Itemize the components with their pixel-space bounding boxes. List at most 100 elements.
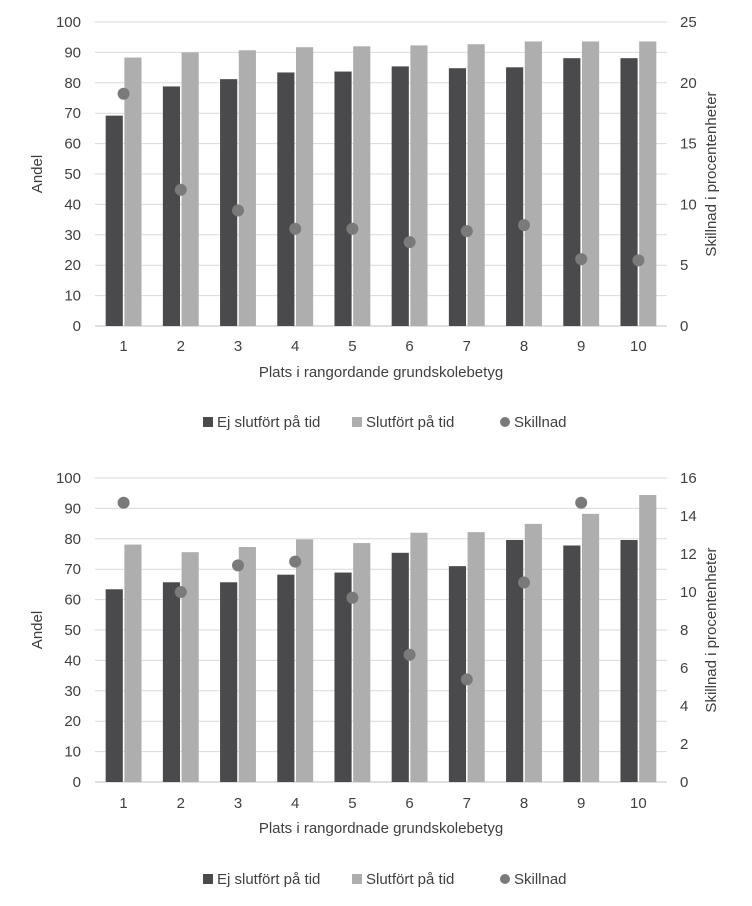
legend-item: Ej slutfört på tid xyxy=(203,871,320,888)
bar-slutfort xyxy=(238,50,256,326)
y2-tick-label: 0 xyxy=(680,774,688,791)
marker-skillnad xyxy=(575,253,588,266)
y2-tick-label: 25 xyxy=(680,14,697,31)
x-tick-label: 5 xyxy=(348,795,356,812)
y2-axis-title: Skillnad i procentenheter xyxy=(703,547,720,712)
bar-slutfort xyxy=(410,45,428,327)
bar-ej-slutfort xyxy=(277,72,295,327)
y-tick-label: 30 xyxy=(64,227,81,244)
y-tick-label: 70 xyxy=(64,105,81,122)
legend-swatch-ej-slutfort xyxy=(203,874,213,884)
bar-ej-slutfort xyxy=(506,67,524,327)
x-tick-label: 4 xyxy=(291,795,299,812)
y-tick-label: 50 xyxy=(64,166,81,183)
bar-slutfort xyxy=(639,495,657,782)
y-axis-title: Andel xyxy=(29,611,46,649)
y-tick-label: 40 xyxy=(64,196,81,213)
y-tick-label: 70 xyxy=(64,561,81,578)
bar-slutfort xyxy=(124,57,142,327)
y2-tick-label: 12 xyxy=(680,546,697,563)
legend-label: Skillnad xyxy=(514,871,567,888)
y-tick-label: 90 xyxy=(64,500,81,517)
bar-ej-slutfort xyxy=(506,540,524,782)
marker-skillnad xyxy=(346,591,359,604)
gridlines xyxy=(95,21,667,327)
x-tick-label: 9 xyxy=(577,795,585,812)
bar-ej-slutfort xyxy=(448,68,467,326)
x-tick-label: 3 xyxy=(234,338,242,355)
y2-axis-title: Skillnad i procentenheter xyxy=(703,91,720,256)
y-tick-label: 60 xyxy=(64,592,81,609)
x-tick-label: 6 xyxy=(405,795,413,812)
legend-marker-skillnad xyxy=(500,874,510,884)
legend-label: Ej slutfört på tid xyxy=(217,414,320,431)
marker-skillnad xyxy=(289,222,302,235)
chart-1: 0 10 20 30 40 50 60 70 80 90 100 0 5 10 15 20 25 1 2 3 4 5 6 7 8… xyxy=(29,14,720,431)
marker-skillnad xyxy=(403,236,416,249)
y2-tick-label: 2 xyxy=(680,736,688,753)
bar-ej-slutfort xyxy=(277,574,295,782)
bar-slutfort xyxy=(524,523,542,782)
bar-ej-slutfort xyxy=(563,545,581,782)
y2-tick-label: 0 xyxy=(680,318,688,335)
bar-slutfort xyxy=(467,532,485,782)
legend-label: Slutfört på tid xyxy=(366,871,454,888)
legend-swatch-slutfort xyxy=(352,874,362,884)
x-tick-label: 10 xyxy=(630,338,647,355)
y2-tick-label: 8 xyxy=(680,622,688,639)
bar-ej-slutfort xyxy=(105,115,123,327)
legend-item: Slutfört på tid xyxy=(352,871,454,888)
x-axis-title: Plats i rangordande grundskolebetyg xyxy=(259,364,503,381)
legend-label: Ej slutfört på tid xyxy=(217,871,320,888)
x-tick-label: 6 xyxy=(405,338,413,355)
bar-slutfort xyxy=(410,532,428,782)
legend-label: Slutfört på tid xyxy=(366,414,454,431)
x-tick-label: 5 xyxy=(348,338,356,355)
bar-slutfort xyxy=(581,513,600,782)
y2-tick-label: 20 xyxy=(680,75,697,92)
marker-skillnad xyxy=(518,219,530,232)
y-tick-label: 10 xyxy=(64,288,81,305)
bar-slutfort xyxy=(353,46,371,326)
x-tick-label: 7 xyxy=(463,795,471,812)
marker-skillnad xyxy=(232,559,244,572)
y-tick-label: 0 xyxy=(73,774,81,791)
x-tick-label: 1 xyxy=(119,338,127,355)
bar-ej-slutfort xyxy=(448,566,467,782)
bar-ej-slutfort xyxy=(105,589,123,782)
bar-slutfort xyxy=(353,543,371,782)
bar-ej-slutfort xyxy=(334,572,352,782)
y2-tick-label: 10 xyxy=(680,584,697,601)
bar-slutfort xyxy=(639,41,657,327)
x-tick-label: 9 xyxy=(577,338,585,355)
y-tick-label: 10 xyxy=(64,744,81,761)
bar-ej-slutfort xyxy=(391,552,409,782)
y-tick-label: 60 xyxy=(64,136,81,153)
y-tick-label: 100 xyxy=(56,470,81,487)
marker-skillnad xyxy=(117,87,130,100)
legend-swatch-slutfort xyxy=(352,417,362,427)
legend-marker-skillnad xyxy=(500,417,510,427)
legend-item: Skillnad xyxy=(500,871,567,888)
bar-ej-slutfort xyxy=(563,58,581,327)
y-tick-label: 30 xyxy=(64,683,81,700)
legend-item: Skillnad xyxy=(500,414,567,431)
y2-tick-label: 10 xyxy=(680,196,697,213)
bar-slutfort xyxy=(181,52,199,327)
y-tick-label: 0 xyxy=(73,318,81,335)
x-tick-label: 2 xyxy=(177,795,185,812)
x-tick-label: 3 xyxy=(234,795,242,812)
marker-skillnad xyxy=(174,183,187,196)
marker-skillnad xyxy=(346,222,359,235)
y-tick-label: 100 xyxy=(56,14,81,31)
x-tick-label: 2 xyxy=(177,338,185,355)
legend-swatch-ej-slutfort xyxy=(203,417,213,427)
marker-skillnad xyxy=(289,555,302,568)
marker-skillnad xyxy=(632,254,645,267)
y-axis-title: Andel xyxy=(29,155,46,193)
marker-skillnad xyxy=(403,648,416,661)
marker-skillnad xyxy=(460,673,473,686)
marker-skillnad xyxy=(518,576,530,589)
marker-skillnad xyxy=(174,586,187,598)
